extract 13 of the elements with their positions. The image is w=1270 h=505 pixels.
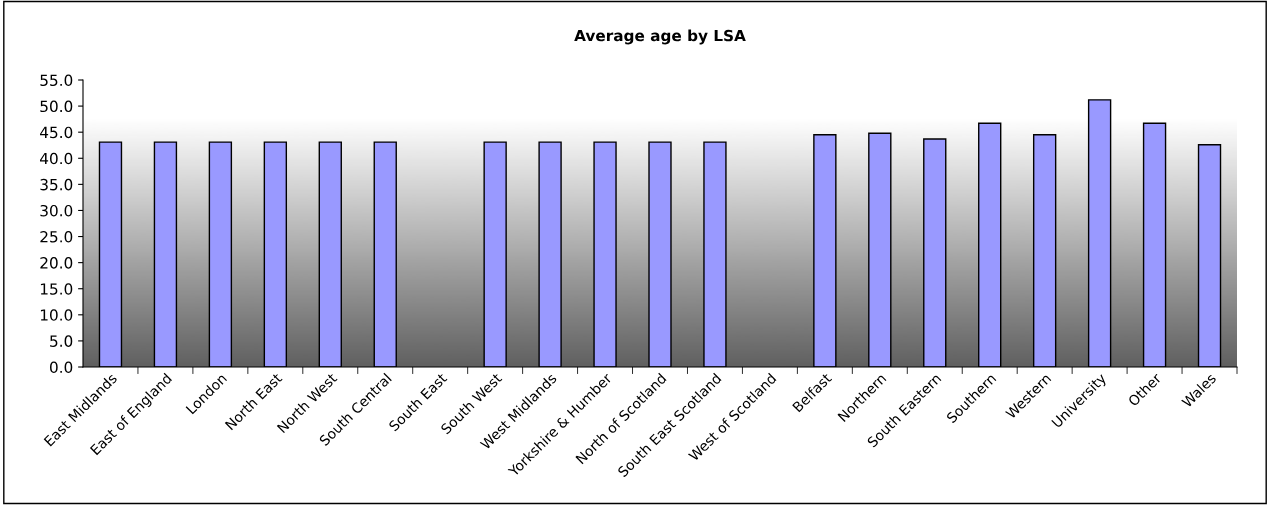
y-tick-label: 0.0 bbox=[49, 361, 73, 374]
y-tick-label: 50.0 bbox=[40, 100, 73, 113]
y-tick-label: 55.0 bbox=[40, 74, 73, 87]
y-tick-label: 35.0 bbox=[40, 178, 73, 191]
chart-title: Average age by LSA bbox=[574, 29, 746, 45]
y-tick-label: 20.0 bbox=[40, 257, 73, 269]
y-tick-label: 45.0 bbox=[40, 126, 73, 139]
y-tick-label: 30.0 bbox=[40, 204, 73, 217]
y-tick-label: 5.0 bbox=[50, 335, 73, 347]
y-tick-label: 15.0 bbox=[40, 283, 73, 295]
y-tick-label: 10.0 bbox=[40, 309, 73, 321]
y-tick-label: 40.0 bbox=[40, 152, 73, 165]
y-tick-label: 25.0 bbox=[40, 231, 73, 243]
